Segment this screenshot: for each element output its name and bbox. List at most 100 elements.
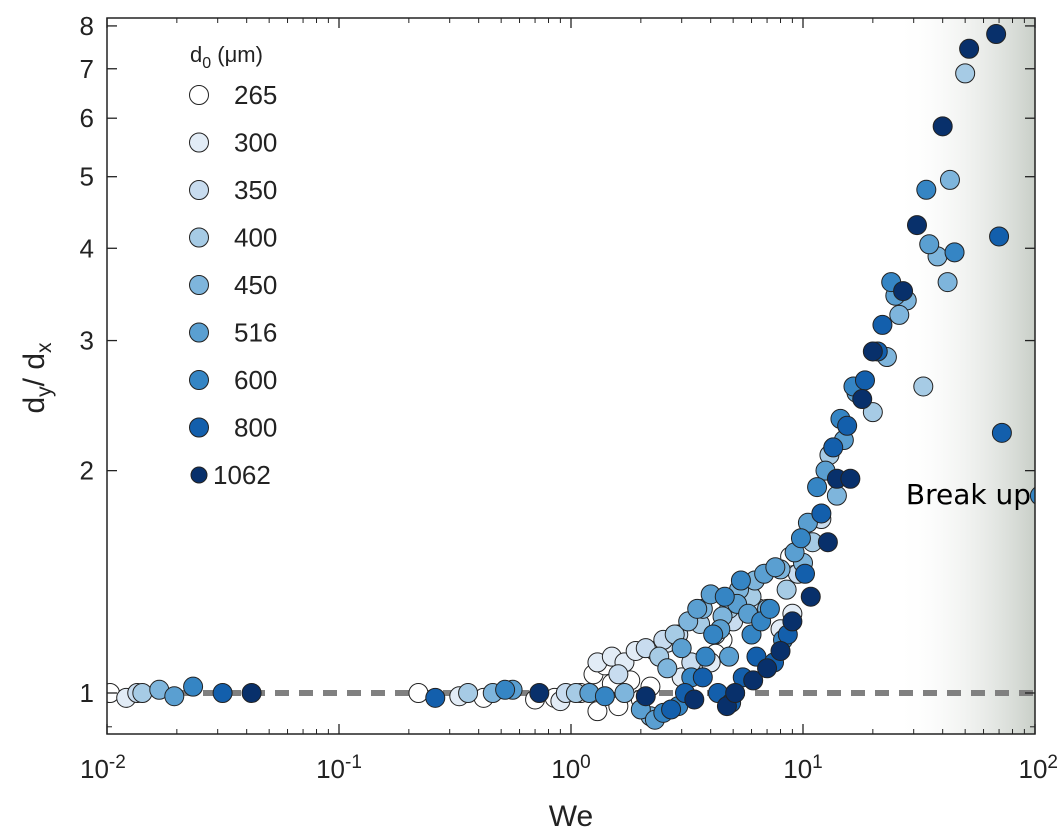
legend-marker: [189, 227, 209, 248]
data-point-d0-450: [889, 304, 910, 325]
data-point-d0-600: [703, 624, 724, 645]
data-point-d0-1062: [986, 24, 1007, 45]
data-point-d0-400: [955, 63, 976, 84]
data-point-d0-600: [730, 570, 751, 591]
data-point-d0-1062: [817, 532, 838, 553]
y-tick-label: 4: [80, 233, 94, 263]
y-tick-label: 7: [80, 54, 94, 84]
legend-label: 450: [234, 270, 277, 300]
legend-label: 265: [234, 80, 277, 110]
legend-label: 516: [234, 318, 277, 348]
data-point-d0-516: [687, 598, 708, 619]
data-point-d0-1062: [770, 640, 791, 661]
data-point-d0-265: [408, 682, 429, 703]
legend: d0 (μm) 265 300 350 400 450 516 600 800 1062: [189, 42, 277, 490]
x-tick-label: 10-1: [316, 752, 362, 784]
legend-marker: [189, 417, 209, 438]
data-point-d0-450: [657, 658, 678, 679]
data-point-d0-600: [695, 646, 716, 667]
x-axis-ticks: 10-2 10-1 100 101 102: [80, 18, 1058, 784]
data-point-d0-1062: [893, 281, 914, 302]
data-point-d0-600: [807, 477, 828, 498]
data-point-d0-1062: [862, 341, 883, 362]
data-point-d0-1062: [725, 682, 746, 703]
data-point-d0-400: [458, 682, 479, 703]
data-point-d0-1062: [743, 670, 764, 691]
legend-label: 350: [234, 175, 277, 205]
data-point-d0-400: [862, 402, 883, 423]
legend-marker: [189, 322, 209, 343]
legend-label: 800: [234, 413, 277, 443]
x-tick-label: 102: [1019, 752, 1059, 784]
data-point-d0-800: [823, 437, 844, 458]
legend-label: 400: [234, 223, 277, 253]
data-point-d0-800: [854, 370, 875, 391]
data-point-d0-600: [790, 528, 811, 549]
data-point-d0-1062: [959, 38, 980, 59]
data-point-d0-600: [495, 679, 516, 700]
data-point-d0-1062: [782, 611, 803, 632]
data-point-d0-600: [944, 242, 965, 263]
legend-title: d0 (μm): [190, 42, 263, 72]
data-point-d0-800: [811, 503, 832, 524]
y-axis-ticks: 1 2 3 4 5 6 7 8: [80, 11, 1035, 728]
data-point-d0-800: [692, 667, 713, 688]
legend-marker: [189, 180, 209, 200]
legend-marker: [189, 370, 209, 390]
data-point-d0-800: [872, 314, 893, 335]
data-point-d0-516: [919, 234, 940, 255]
data-point-d0-800: [837, 415, 858, 436]
data-point-d0-600: [183, 676, 204, 697]
data-point-d0-516: [719, 646, 740, 667]
data-point-d0-516: [671, 638, 692, 659]
legend-label: 1062: [213, 460, 271, 490]
y-tick-label: 6: [80, 103, 94, 133]
data-point-d0-350: [608, 664, 629, 685]
break-up-label: Break up: [906, 478, 1031, 511]
data-point-d0-1062: [932, 116, 953, 137]
y-tick-label: 5: [80, 162, 94, 192]
data-point-d0-1062: [635, 686, 656, 707]
data-point-d0-600: [1029, 486, 1035, 505]
legend-label: 300: [234, 128, 277, 158]
data-point-d0-800: [991, 422, 1012, 443]
data-point-d0-800: [425, 687, 446, 708]
y-tick-label: 1: [80, 678, 94, 708]
data-point-d0-600: [916, 179, 937, 200]
data-point-d0-1062: [529, 682, 550, 703]
legend-marker: [189, 85, 209, 105]
data-point-d0-1062: [800, 586, 821, 607]
data-point-d0-400: [132, 682, 153, 703]
data-point-d0-800: [989, 226, 1010, 247]
data-point-d0-450: [826, 485, 847, 506]
x-tick-label: 10-2: [80, 752, 126, 784]
data-point-d0-1062: [241, 682, 262, 703]
x-tick-label: 101: [783, 752, 823, 784]
y-axis-title: dy/ dx: [18, 342, 56, 414]
legend-marker: [190, 466, 208, 484]
data-point-d0-516: [765, 557, 786, 578]
data-point-d0-1062: [906, 215, 927, 236]
y-tick-label: 3: [80, 326, 94, 356]
data-point-d0-600: [594, 686, 615, 707]
data-point-d0-400: [913, 376, 934, 397]
legend-marker: [189, 132, 209, 153]
x-axis-title: We: [549, 800, 593, 833]
data-point-d0-1062: [684, 689, 705, 710]
legend-marker: [189, 275, 209, 295]
data-point-d0-450: [939, 169, 960, 190]
data-point-d0-800: [212, 682, 233, 703]
data-point-d0-800: [661, 699, 682, 720]
data-point-d0-1062: [840, 468, 861, 489]
data-points: [107, 24, 1035, 730]
data-point-d0-400: [776, 579, 797, 600]
legend-label: 600: [234, 365, 277, 395]
data-point-d0-800: [794, 563, 815, 584]
shaded-break-up-region: [895, 18, 1035, 734]
x-tick-label: 100: [551, 752, 591, 784]
data-point-d0-600: [759, 598, 780, 619]
data-point-d0-450: [937, 272, 958, 293]
data-point-d0-1062: [757, 658, 778, 679]
data-point-d0-516: [164, 686, 185, 707]
